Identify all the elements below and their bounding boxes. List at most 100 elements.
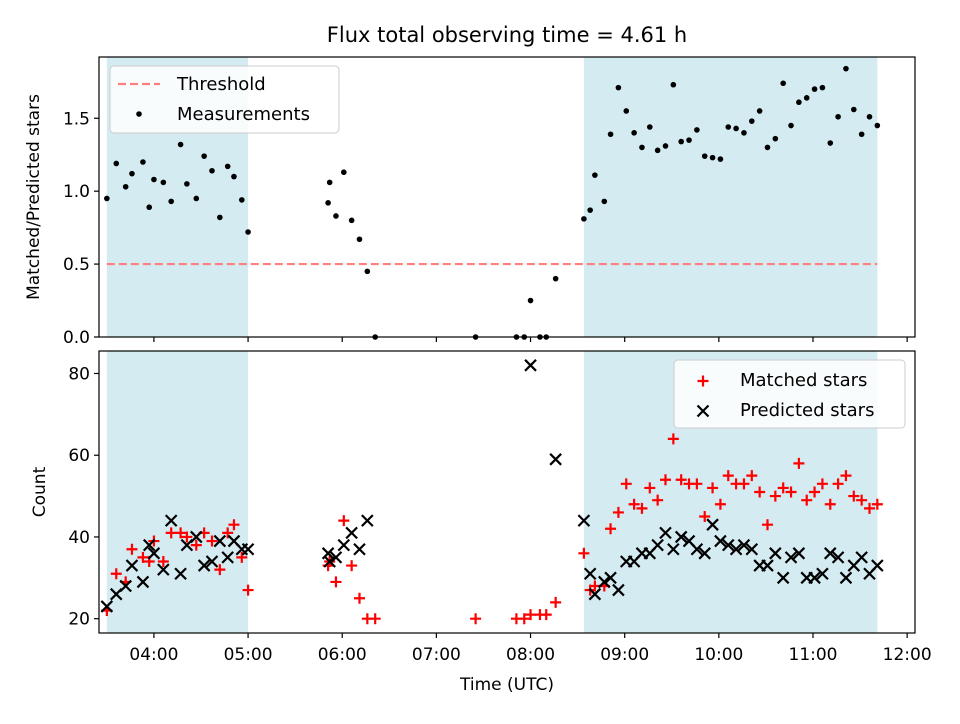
measurement-point (326, 179, 333, 186)
matched-stars-point (137, 551, 149, 563)
measurement-point (788, 122, 794, 129)
predicted-stars-point (119, 579, 132, 593)
measurement-point (239, 197, 245, 203)
measurement-point (601, 198, 608, 205)
predicted-stars-point (524, 359, 537, 372)
top-y-tick-label: 0.5 (63, 255, 90, 275)
measurement-point (874, 122, 881, 129)
count-markers (100, 359, 884, 625)
measurement-point (654, 147, 661, 154)
top-observing-window-1 (583, 57, 878, 337)
predicted-stars-point (136, 575, 150, 589)
bottom-y-axis-label: Count (30, 466, 50, 517)
matched-stars-point (628, 498, 640, 510)
measurement-point (217, 214, 223, 221)
legend-threshold-label: Threshold (176, 74, 266, 95)
x-axis-label: Time (UTC) (459, 675, 554, 695)
predicted-stars-point (871, 559, 884, 572)
predicted-stars-point (147, 547, 161, 560)
matched-stars-point (754, 486, 766, 498)
matched-stars-point (848, 490, 860, 502)
matched-stars-point (620, 478, 632, 490)
predicted-stars-point (674, 530, 688, 544)
predicted-stars-point (737, 538, 751, 552)
matched-stars-point (165, 527, 177, 539)
predicted-stars-point (831, 551, 845, 564)
top-axes: 0.0 0.5 1.0 1.5 (63, 56, 916, 348)
measurement-point (819, 84, 826, 91)
matched-stars-point (816, 478, 828, 490)
matched-stars-point (214, 564, 226, 576)
x-tick-label: 12:00 (883, 645, 932, 665)
matched-stars-point (809, 486, 821, 498)
measurement-point (843, 65, 849, 72)
matched-stars-point (863, 502, 875, 514)
matched-stars-point (777, 482, 789, 494)
predicted-stars-point (549, 453, 562, 466)
measurement-point (356, 236, 363, 243)
measurement-point (780, 80, 786, 87)
measurement-point (851, 106, 857, 113)
matched-stars-point (369, 613, 381, 625)
legend-matched-label: Matched stars (740, 370, 867, 391)
predicted-stars-point (174, 567, 187, 581)
predicted-stars-point (816, 567, 829, 581)
chart-title: Flux total observing time = 4.61 h (327, 23, 687, 47)
matched-stars-point (206, 535, 218, 547)
bottom-observing-windows (106, 351, 878, 633)
predicted-stars-point (784, 551, 798, 564)
predicted-stars-point (604, 571, 617, 585)
matched-stars-point (589, 580, 601, 592)
predicted-stars-point (221, 551, 234, 564)
measurement-point (122, 183, 129, 190)
x-tick-label: 04:00 (129, 645, 178, 665)
predicted-stars-point (690, 542, 704, 556)
matched-stars-point (236, 551, 248, 563)
matched-stars-point (346, 560, 358, 572)
measurement-point (184, 181, 190, 187)
matched-stars-point (157, 555, 169, 567)
predicted-stars-point (157, 563, 170, 576)
matched-stars-point (353, 592, 365, 604)
matched-stars-point (707, 482, 719, 494)
measurement-point (866, 113, 873, 120)
matched-stars-point (675, 474, 687, 486)
predicted-stars-point (164, 514, 178, 527)
measurement-point (701, 153, 708, 159)
bottom-observing-window-0 (106, 351, 249, 633)
measurement-point (209, 167, 215, 174)
measurement-point (193, 195, 200, 202)
predicted-stars-point (855, 551, 868, 564)
predicted-stars-point (612, 583, 625, 597)
matched-stars-point (793, 457, 805, 469)
top-axes-frame (98, 56, 916, 338)
matched-stars-point (699, 511, 711, 523)
measurement-point (686, 137, 692, 143)
bottom-legend-box (673, 359, 906, 429)
matched-stars-point (769, 490, 781, 502)
measurement-point (333, 213, 339, 219)
measurement-point (140, 159, 146, 165)
measurement-point (858, 131, 865, 138)
predicted-stars-point (588, 587, 602, 601)
predicted-stars-point (197, 559, 211, 572)
predicted-stars-point (721, 538, 735, 552)
measurement-point (670, 81, 677, 88)
matched-stars-point (636, 502, 648, 514)
matched-stars-point (871, 498, 883, 510)
measurement-point (592, 172, 598, 178)
matched-stars-point (338, 515, 350, 527)
matched-stars-point (550, 596, 562, 608)
matched-stars-point (525, 609, 537, 621)
measurement-point (678, 138, 684, 145)
predicted-stars-point (598, 575, 611, 589)
measurement-point (231, 173, 237, 180)
predicted-stars-point (583, 567, 597, 581)
matched-stars-point (746, 470, 758, 482)
matched-stars-point (540, 609, 552, 621)
x-tick-label: 09:00 (600, 645, 649, 665)
predicted-stars-point (745, 542, 759, 556)
predicted-stars-point (205, 555, 219, 568)
matched-stars-point (175, 527, 187, 539)
